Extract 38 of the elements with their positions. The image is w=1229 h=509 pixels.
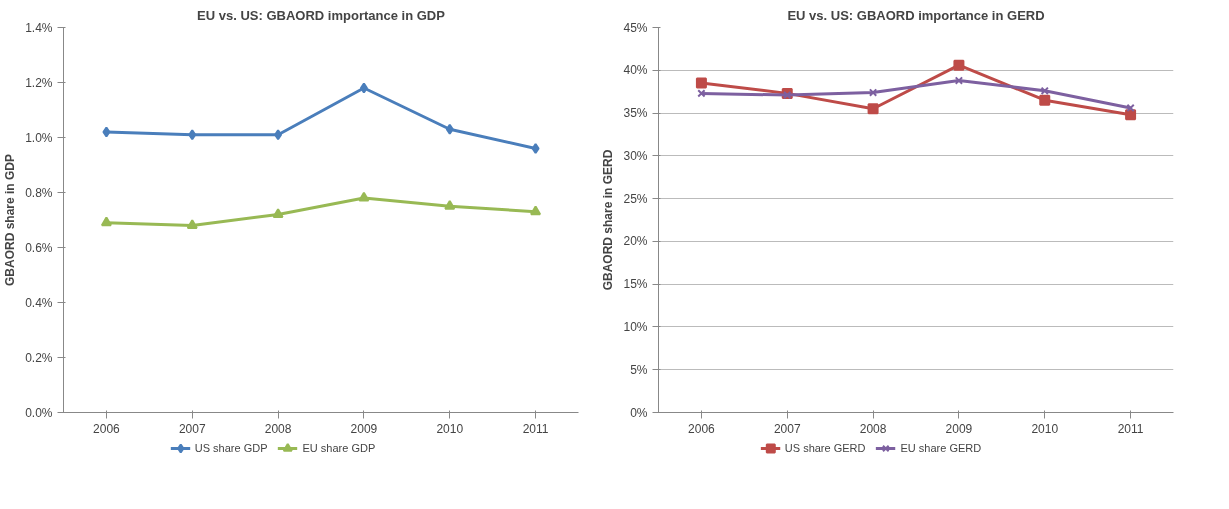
y-tick-label: 0.6% [25, 240, 53, 255]
x-tick-label: 2010 [436, 421, 464, 436]
y-axis-title: GBAORD share in GERD [601, 149, 616, 291]
x-tick-label: 2006 [688, 421, 716, 436]
y-tick-label: 0.8% [25, 185, 53, 200]
y-tick-label: 0.4% [25, 295, 53, 310]
chart-title: EU vs. US: GBAORD importance in GERD [787, 7, 1045, 23]
x-tick-label: 2011 [1117, 421, 1144, 436]
x-tick-label: 2009 [945, 421, 973, 436]
x-tick-label: 2009 [350, 421, 378, 436]
y-tick-label: 0.0% [25, 405, 53, 420]
x-tick-label: 2011 [522, 421, 549, 436]
chart-title: EU vs. US: GBAORD importance in GDP [197, 7, 446, 23]
y-tick-label: 1.4% [25, 20, 53, 35]
y-tick-label: 0% [630, 405, 648, 420]
y-tick-label: 40% [623, 63, 648, 78]
x-tick-label: 2008 [264, 421, 292, 436]
legend-label: EU share GDP [302, 442, 376, 454]
x-tick-label: 2007 [178, 421, 206, 436]
y-tick-label: 35% [623, 106, 648, 121]
y-tick-label: 25% [623, 191, 648, 206]
x-tick-label: 2010 [1031, 421, 1059, 436]
y-tick-label: 5% [630, 362, 648, 377]
y-tick-label: 10% [623, 319, 648, 334]
y-axis-title: GBAORD share in GDP [3, 153, 18, 287]
legend-label: EU share GERD [900, 442, 982, 454]
x-tick-label: 2007 [773, 421, 801, 436]
legend-label: US share GDP [194, 442, 268, 454]
x-tick-label: 2008 [859, 421, 887, 436]
y-tick-label: 45% [623, 20, 648, 35]
y-tick-label: 1.2% [25, 75, 53, 90]
x-tick-label: 2006 [93, 421, 121, 436]
y-tick-label: 1.0% [25, 130, 53, 145]
y-tick-label: 30% [623, 148, 648, 163]
y-tick-label: 0.2% [25, 350, 53, 365]
y-tick-label: 20% [623, 234, 648, 249]
y-tick-label: 15% [623, 277, 648, 292]
legend-label: US share GERD [784, 442, 866, 454]
